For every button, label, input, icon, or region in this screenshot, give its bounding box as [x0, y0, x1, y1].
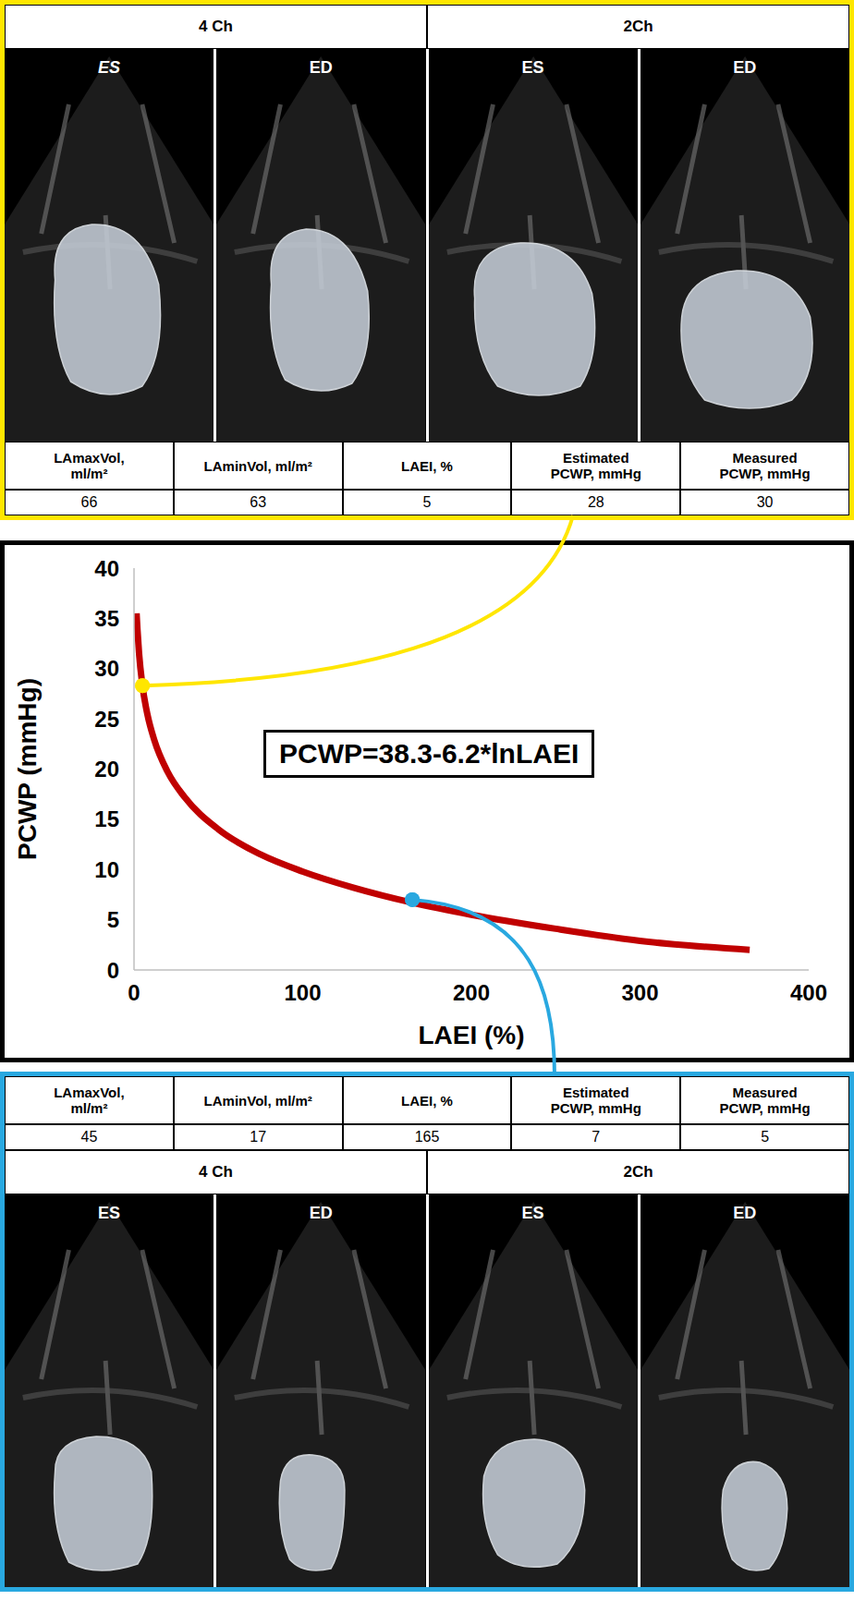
svg-text:0: 0 [127, 980, 140, 1006]
html-text:ED: ED [309, 58, 333, 77]
html-text:45: 45 [80, 1129, 98, 1146]
html-text:PCWP=38.3-6.2*lnLAEI: PCWP=38.3-6.2*lnLAEI [279, 738, 579, 769]
html-text:LAminVol, ml/m²: LAminVol, ml/m² [203, 1092, 313, 1109]
html-text:5: 5 [760, 1129, 769, 1146]
html-text:5: 5 [422, 494, 432, 511]
html-text:4 Ch: 4 Ch [198, 1163, 233, 1182]
html-text:17: 17 [249, 1129, 267, 1146]
svg-text:100: 100 [283, 980, 321, 1006]
svg-text:PCWP (mmHg): PCWP (mmHg) [12, 678, 42, 861]
html-text:ED: ED [309, 1204, 333, 1223]
html-text:LAmaxVol, ml/m²: LAmaxVol, ml/m² [53, 450, 125, 482]
html-text:LAminVol, ml/m²: LAminVol, ml/m² [203, 457, 313, 474]
html-text:Estimated PCWP, mmHg: Estimated PCWP, mmHg [550, 1085, 642, 1117]
html-text:63: 63 [249, 494, 267, 511]
svg-text:400: 400 [790, 980, 828, 1006]
svg-text:15: 15 [94, 806, 120, 832]
svg-text:35: 35 [94, 606, 120, 632]
html-text:30: 30 [756, 494, 774, 511]
svg-text:5: 5 [107, 907, 120, 933]
svg-text:300: 300 [621, 980, 659, 1006]
svg-text:20: 20 [94, 756, 120, 782]
html-text:2Ch: 2Ch [623, 17, 654, 36]
html-text:Estimated PCWP, mmHg: Estimated PCWP, mmHg [550, 450, 642, 482]
html-text:LAmaxVol, ml/m²: LAmaxVol, ml/m² [53, 1085, 125, 1117]
html-text:ES: ES [521, 58, 545, 77]
svg-text:0: 0 [107, 958, 120, 984]
html-text:4 Ch: 4 Ch [198, 17, 233, 36]
svg-text:40: 40 [94, 556, 120, 582]
svg-text:10: 10 [94, 857, 120, 883]
html-text:2Ch: 2Ch [623, 1163, 654, 1182]
html-text:28: 28 [587, 494, 605, 511]
html-text:ED: ED [733, 1204, 757, 1223]
html-text:ES: ES [98, 1204, 121, 1223]
html-text:Measured PCWP, mmHg: Measured PCWP, mmHg [719, 1085, 811, 1117]
svg-text:25: 25 [94, 707, 120, 732]
html-text:LAEI, %: LAEI, % [401, 1092, 453, 1109]
html-text:7: 7 [591, 1129, 601, 1146]
html-text:ES: ES [521, 1204, 545, 1223]
html-text:66: 66 [80, 494, 98, 511]
html-text:165: 165 [414, 1129, 440, 1146]
html-text:LAEI, %: LAEI, % [401, 457, 453, 474]
html-text:Measured PCWP, mmHg: Measured PCWP, mmHg [719, 450, 811, 482]
svg-text:LAEI (%): LAEI (%) [417, 1021, 525, 1050]
html-text:ED: ED [733, 58, 757, 77]
svg-text:30: 30 [94, 656, 120, 682]
svg-text:200: 200 [452, 980, 490, 1006]
html-text:ES: ES [98, 58, 121, 77]
